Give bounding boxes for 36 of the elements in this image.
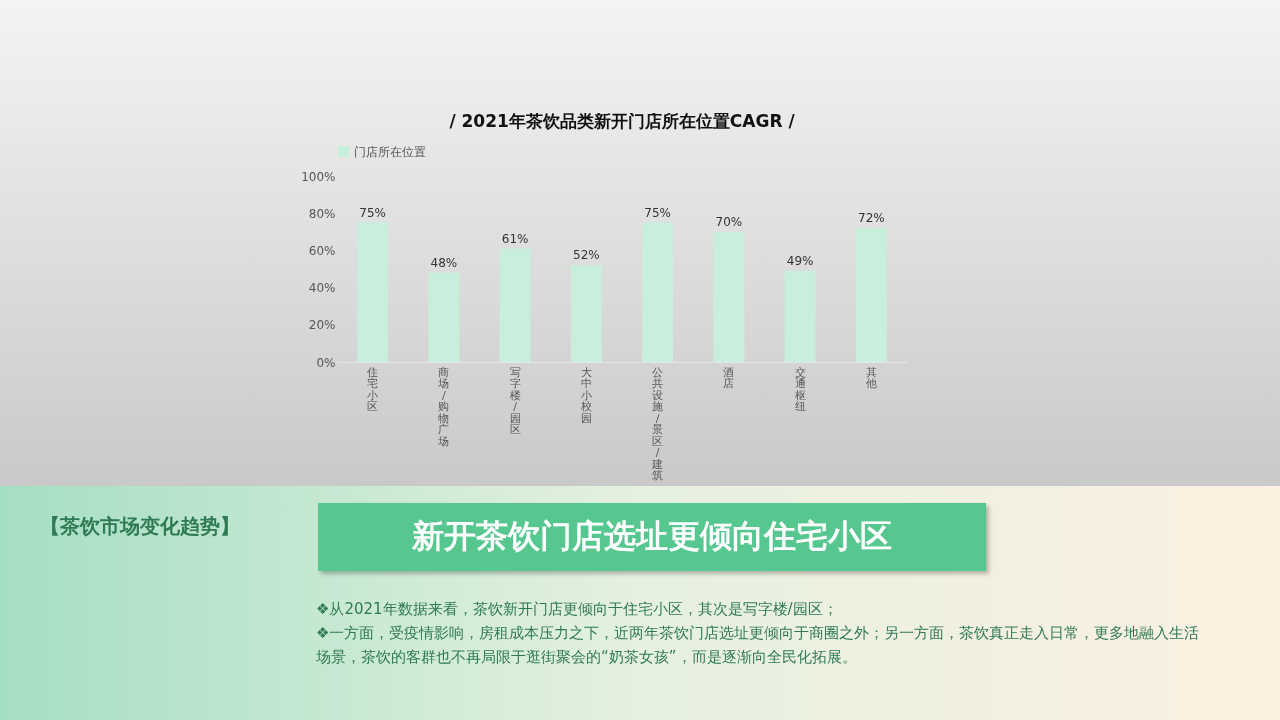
- text: ❖一方面，受疫情影响，房租成本压力之下，近两年茶饮门店选址更倾向于商圈之外；另一方面，茶饮真正走入日常，更多地融入生活场景，茶饮的客群也不再局限于逛街聚会的“奶茶女孩”，而是逐渐向全民化拓展。: [316, 623, 1201, 668]
- data-label: 49%: [786, 253, 814, 268]
- x-tick-label: 商场/购物广场: [437, 365, 450, 448]
- data-label: 52%: [573, 248, 600, 263]
- data-label: 75%: [359, 205, 386, 220]
- data-label: 75%: [644, 205, 671, 220]
- bar: [855, 228, 887, 362]
- bar: [499, 248, 531, 362]
- x-tick-label: 大中小校园: [579, 365, 592, 425]
- x-tick-label: 写字楼/园区: [509, 365, 521, 436]
- data-label: 72%: [858, 211, 885, 226]
- data-label: 61%: [501, 231, 529, 246]
- y-tick-label: 60%: [308, 243, 336, 258]
- bar: [570, 265, 602, 362]
- x-tick-label: 住宅小区: [367, 365, 379, 413]
- x-tick-label: 酒店: [723, 365, 735, 390]
- legend-label: 门店所在位置: [354, 144, 426, 159]
- text: 新开茶饮门店选址更倾向住宅小区: [318, 503, 986, 571]
- y-tick-label: 100%: [301, 169, 336, 184]
- data-label: 48%: [430, 255, 458, 270]
- bar: [784, 270, 816, 362]
- y-tick-label: 80%: [308, 206, 336, 221]
- category-label: 公共设施/景区/建筑: [652, 365, 664, 482]
- bar: [642, 222, 674, 362]
- chart-title: / 2021年茶饮品类新开门店所在位置CAGR /: [449, 111, 796, 131]
- bar: [428, 272, 460, 362]
- text: 【茶饮市场变化趋势】: [40, 513, 240, 540]
- x-tick-label: 交通枢纽: [794, 365, 806, 413]
- bar: [357, 222, 389, 362]
- y-tick-label: 40%: [308, 281, 336, 296]
- text: ❖从2021年数据来看，茶饮新开门店更倾向于住宅小区，其次是写字楼/园区；: [316, 599, 839, 620]
- data-label: 70%: [715, 214, 743, 229]
- y-tick-label: 20%: [308, 318, 336, 333]
- y-tick-label: 0%: [316, 355, 336, 370]
- bar: [713, 231, 745, 362]
- x-tick-label: 其他: [865, 365, 877, 390]
